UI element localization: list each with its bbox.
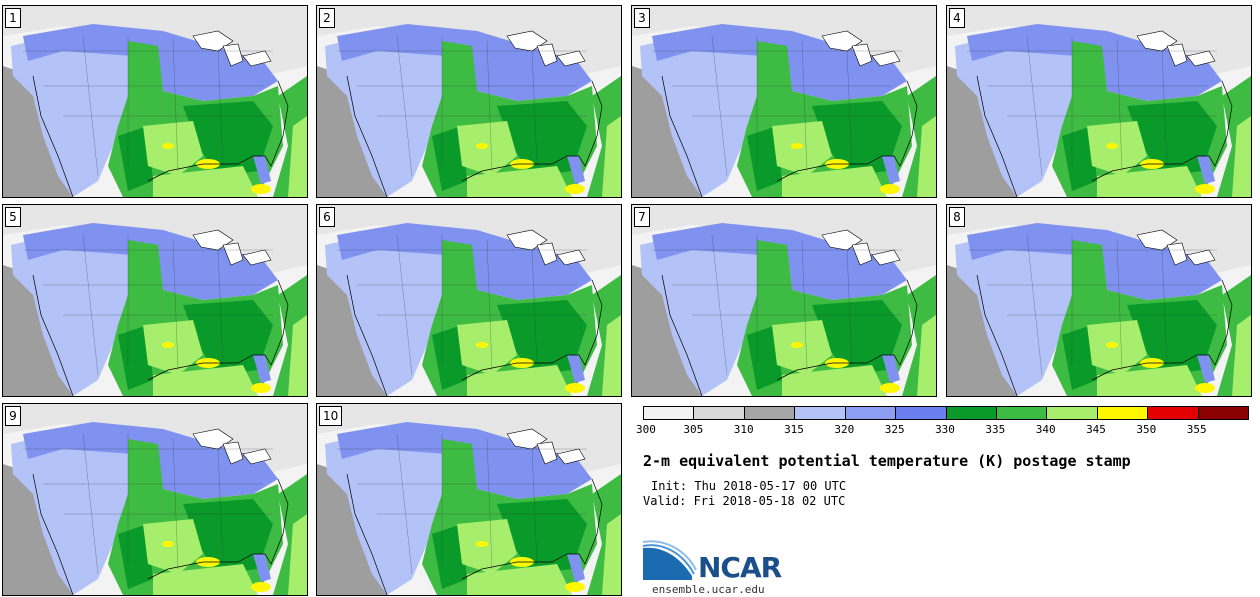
- map-image: [947, 6, 1251, 197]
- ensemble-member-panel: 3: [631, 5, 937, 198]
- member-number-label: 8: [949, 207, 965, 227]
- color-scale-segment: [744, 407, 796, 419]
- color-scale-tick-label: 350: [1136, 423, 1157, 436]
- map-image: [317, 6, 621, 197]
- ensemble-member-panel: 8: [946, 204, 1252, 397]
- valid-time: Valid: Fri 2018-05-18 02 UTC: [643, 494, 846, 508]
- color-scale-tick-label: 305: [683, 423, 704, 436]
- color-scale-tick-label: 310: [733, 423, 754, 436]
- color-scale-tick-label: 315: [784, 423, 804, 436]
- logo-text: NCAR: [698, 551, 782, 584]
- ncar-logo-icon: [642, 540, 697, 580]
- color-scale-tick-label: 355: [1186, 423, 1207, 436]
- map-image: [947, 205, 1251, 396]
- member-number-label: 4: [949, 8, 965, 28]
- member-number-label: 1: [5, 8, 21, 28]
- map-image: [317, 404, 621, 595]
- site-url: ensemble.ucar.edu: [652, 583, 765, 596]
- ensemble-member-panel: 1: [2, 5, 308, 198]
- product-title: 2-m equivalent potential temperature (K)…: [643, 452, 1131, 470]
- ensemble-member-panel: 9: [2, 403, 308, 596]
- color-scale-tick-label: 325: [884, 423, 905, 436]
- ensemble-member-panel: 7: [631, 204, 937, 397]
- map-image: [632, 205, 936, 396]
- color-scale-segment: [996, 407, 1048, 419]
- map-image: [3, 205, 307, 396]
- color-scale-tick-label: 335: [985, 423, 1006, 436]
- color-scale-segment: [845, 407, 897, 419]
- map-image: [317, 205, 621, 396]
- color-scale-bar: [643, 406, 1249, 420]
- color-scale-segment: [795, 407, 846, 419]
- ensemble-member-panel: 6: [316, 204, 622, 397]
- member-number-label: 9: [5, 406, 21, 426]
- ensemble-member-panel: 4: [946, 5, 1252, 198]
- map-image: [632, 6, 936, 197]
- map-image: [3, 404, 307, 595]
- member-number-label: 6: [319, 207, 335, 227]
- color-scale-tick-label: 330: [935, 423, 955, 436]
- color-scale-tick-label: 345: [1086, 423, 1106, 436]
- color-scale-tick-label: 320: [834, 423, 855, 436]
- color-scale-segment: [694, 407, 745, 419]
- color-scale-tick-label: 340: [1035, 423, 1056, 436]
- ensemble-member-panel: 2: [316, 5, 622, 198]
- color-scale-ticks: 300 305 310 315 320 325 330 335 340 345 350 355: [636, 423, 1247, 439]
- ensemble-member-panel: 5: [2, 204, 308, 397]
- color-scale-segment: [1198, 407, 1249, 419]
- color-scale-segment: [1047, 407, 1098, 419]
- map-image: [3, 6, 307, 197]
- color-scale-tick-label: 300: [636, 423, 656, 436]
- ensemble-member-panel: 10: [316, 403, 622, 596]
- color-scale-segment: [644, 407, 695, 419]
- member-number-label: 2: [319, 8, 335, 28]
- member-number-label: 5: [5, 207, 21, 227]
- member-number-label: 3: [634, 8, 650, 28]
- color-scale-segment: [1097, 407, 1149, 419]
- color-scale-segment: [946, 407, 997, 419]
- member-number-label: 7: [634, 207, 650, 227]
- color-scale-segment: [1148, 407, 1199, 419]
- color-scale-segment: [896, 407, 947, 419]
- init-time: Init: Thu 2018-05-17 00 UTC: [651, 479, 847, 493]
- member-number-label: 10: [319, 406, 343, 426]
